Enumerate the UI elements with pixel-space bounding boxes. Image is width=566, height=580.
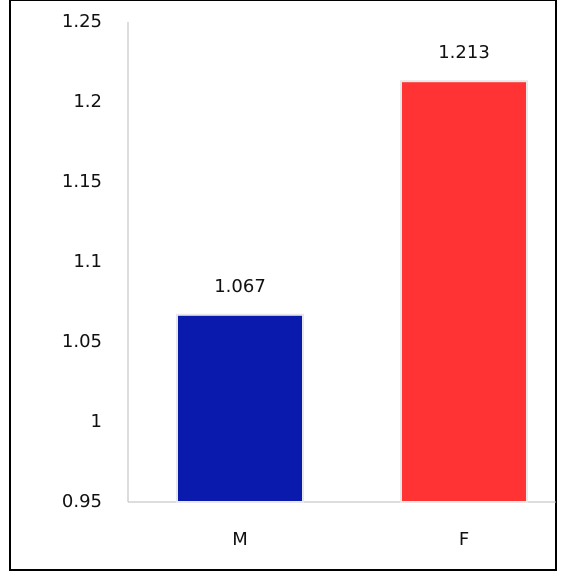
value-label: 1.213 <box>438 42 490 63</box>
bar <box>400 80 528 503</box>
x-tick-label: F <box>459 529 469 550</box>
x-tick-label: M <box>232 529 248 550</box>
value-label: 1.067 <box>214 276 266 297</box>
bar <box>176 313 304 503</box>
y-tick-label: 1.15 <box>62 171 102 192</box>
y-tick-label: 1.25 <box>62 11 102 32</box>
y-tick-label: 0.95 <box>62 491 102 512</box>
y-tick-label: 1.2 <box>73 91 102 112</box>
chart-frame <box>9 0 557 571</box>
y-tick-label: 1 <box>91 411 102 432</box>
y-tick-label: 1.05 <box>62 331 102 352</box>
y-tick-label: 1.1 <box>73 251 102 272</box>
